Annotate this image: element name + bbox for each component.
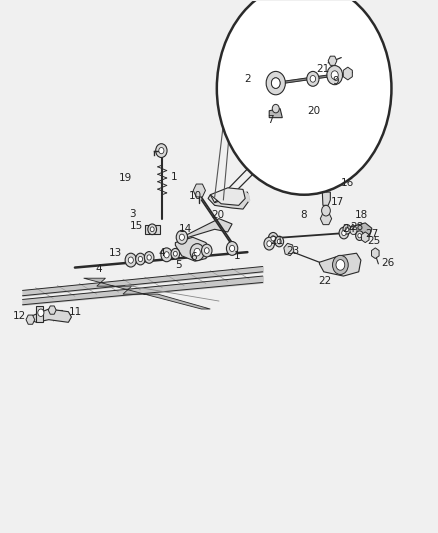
Circle shape [159,148,164,154]
Polygon shape [145,225,160,233]
Text: 6: 6 [191,253,197,262]
Text: 4: 4 [96,264,102,273]
Polygon shape [208,192,250,209]
Circle shape [356,231,364,240]
Circle shape [150,227,154,232]
Circle shape [155,144,167,158]
Polygon shape [29,309,71,322]
Circle shape [194,248,200,256]
Polygon shape [319,253,361,276]
Circle shape [201,244,212,257]
Circle shape [307,71,319,86]
Circle shape [271,236,276,241]
Circle shape [226,241,238,255]
Text: 16: 16 [340,178,353,188]
Circle shape [275,236,284,247]
Circle shape [272,104,279,113]
Circle shape [128,257,133,263]
Text: 19: 19 [118,173,132,183]
Circle shape [332,255,348,274]
Circle shape [173,252,177,256]
Circle shape [358,233,361,238]
Text: 21: 21 [316,64,330,74]
Text: 15: 15 [130,221,143,231]
Circle shape [277,239,281,244]
Polygon shape [182,219,232,237]
Text: 9: 9 [332,77,339,86]
Circle shape [321,205,330,216]
Text: 20: 20 [307,106,321,116]
Text: 10: 10 [189,191,202,201]
Polygon shape [36,306,43,322]
Circle shape [176,230,187,244]
Circle shape [266,71,286,95]
Circle shape [138,256,143,262]
Circle shape [171,248,180,259]
Text: 18: 18 [355,210,368,220]
Polygon shape [321,176,330,205]
Text: 25: 25 [367,236,381,246]
Circle shape [179,234,184,240]
Circle shape [205,248,209,253]
Text: 27: 27 [365,229,378,239]
Text: 17: 17 [331,197,344,207]
Circle shape [136,253,145,265]
Circle shape [125,253,137,267]
Circle shape [350,226,357,235]
Text: 22: 22 [318,277,332,286]
Circle shape [327,66,343,85]
Text: 12: 12 [13,311,26,321]
Circle shape [339,227,349,239]
Text: 13: 13 [109,248,122,258]
Circle shape [230,245,235,252]
Text: 24: 24 [343,224,356,235]
Text: 1: 1 [234,251,241,261]
Text: 7: 7 [267,115,274,125]
Text: 26: 26 [381,259,395,268]
Circle shape [322,178,329,187]
Circle shape [147,255,151,260]
Circle shape [164,252,169,258]
Circle shape [145,252,154,263]
Text: 20: 20 [211,210,224,220]
Circle shape [268,232,278,244]
Text: 8: 8 [300,211,307,221]
Circle shape [264,237,275,250]
Circle shape [148,224,156,235]
Circle shape [272,78,280,88]
Circle shape [345,227,349,231]
Text: 1: 1 [171,172,177,182]
Text: 28: 28 [350,222,363,232]
Text: 2: 2 [244,75,251,84]
Text: 14: 14 [179,224,192,235]
Text: 5: 5 [175,260,182,270]
Polygon shape [269,109,283,118]
Text: 11: 11 [68,307,81,317]
Circle shape [272,78,280,88]
Circle shape [217,0,392,195]
Circle shape [190,244,204,261]
Circle shape [342,230,346,236]
Circle shape [343,224,351,234]
Circle shape [161,248,172,262]
Polygon shape [175,237,210,261]
Polygon shape [346,223,372,236]
Polygon shape [210,188,245,205]
Text: 21: 21 [271,236,284,246]
Text: 4: 4 [159,248,166,257]
Polygon shape [84,278,210,309]
Text: 23: 23 [287,246,300,255]
Circle shape [267,241,272,246]
Circle shape [336,260,345,270]
Circle shape [331,71,338,79]
Text: 3: 3 [129,209,136,220]
Circle shape [310,76,316,82]
Circle shape [38,309,44,317]
